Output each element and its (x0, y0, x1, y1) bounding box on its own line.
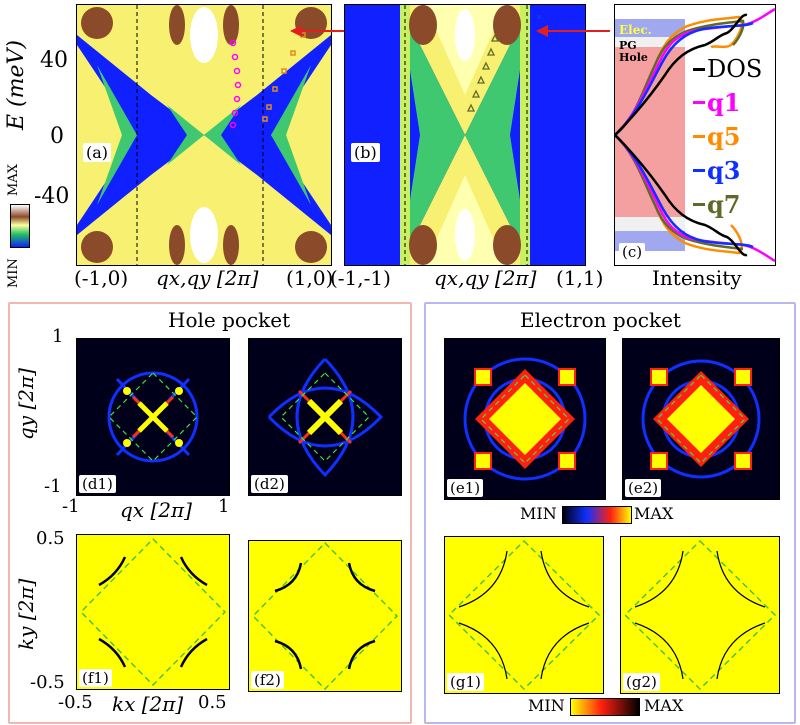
qx-tick-right: 1 (218, 496, 230, 517)
band-label-hole: Hole (619, 51, 648, 64)
colorbar-max-label: MAX (6, 164, 21, 196)
electron-pocket-title: Electron pocket (520, 308, 681, 332)
legend-item-q7: q7 (693, 187, 773, 221)
band-label-pg: PG (619, 39, 637, 52)
panel-g1-spectral-map: (g1) (444, 536, 604, 694)
ky-tick-bottom: -0.5 (30, 672, 65, 693)
a-x-left: (-1,0) (74, 266, 129, 290)
legend-label: q1 (707, 87, 741, 117)
kx-tick-left: -0.5 (58, 692, 93, 713)
panel-g2-tag: (g2) (623, 673, 660, 691)
b-x-mid: qx,qy [2π] (434, 266, 537, 290)
panel-c-tag: (c) (619, 243, 646, 261)
cbar2-min-label: MIN (528, 696, 565, 715)
panel-a-tag: (a) (83, 143, 112, 162)
qx-label: qx [2π] (120, 498, 192, 522)
legend: DOS q1 q5 q3 q7 (693, 53, 773, 221)
panel-d2-qpi-map: (d2) (248, 338, 402, 496)
panel-e2-qpi-map: (e2) (622, 338, 780, 500)
panel-f1-spectral-map: (f1) (76, 534, 230, 690)
legend-swatch (693, 168, 705, 172)
electron-pocket-frame (424, 302, 796, 724)
panel-g1-tag: (g1) (447, 673, 484, 691)
legend-swatch (693, 134, 705, 138)
qy-tick-bottom: -1 (44, 476, 62, 497)
y-tick-neg40: -40 (34, 184, 70, 209)
b-x-left: (-1,-1) (330, 266, 391, 290)
legend-swatch (693, 100, 705, 104)
legend-item-q1: q1 (693, 85, 773, 119)
panel-d2-tag: (d2) (251, 475, 288, 493)
panel-b-tag: (b) (351, 143, 380, 162)
legend-label: q3 (707, 155, 741, 185)
qx-tick-left: -1 (62, 496, 80, 517)
intensity-colorbar (10, 204, 30, 248)
y-tick-0: 0 (50, 124, 64, 149)
y-axis-label: E (meV) (4, 40, 29, 130)
cbar1-min-label: MIN (520, 504, 557, 523)
ky-tick-top: 0.5 (36, 528, 65, 549)
legend-label: q7 (707, 189, 741, 219)
a-x-right: (1,0) (286, 266, 334, 290)
panel-e1-qpi-map: (e1) (444, 338, 606, 500)
panel-b-spectral-map: (b) (344, 4, 586, 266)
cbar1 (562, 506, 632, 524)
hole-pocket-title: Hole pocket (168, 308, 291, 332)
arrow-icon-2 (536, 25, 610, 37)
cbar2-max-label: MAX (644, 696, 684, 715)
panel-g2-spectral-map: (g2) (620, 536, 780, 694)
band-label-elec: Elec. (619, 23, 652, 37)
legend-swatch (693, 67, 705, 71)
c-x-label: Intensity (652, 266, 742, 290)
panel-f2-tag: (f2) (251, 671, 284, 689)
qy-tick-top: 1 (52, 326, 64, 347)
qy-label: qy [2π] (14, 368, 38, 440)
panel-a-spectral-map: (a) (76, 4, 332, 266)
panel-d1-qpi-map: (d1) (76, 338, 230, 496)
panel-e2-tag: (e2) (625, 479, 662, 497)
legend-label: q5 (707, 121, 741, 151)
cbar2 (570, 698, 640, 716)
colorbar-min-label: MIN (6, 258, 21, 288)
hole-pocket-frame (8, 302, 412, 724)
kx-tick-right: 0.5 (198, 692, 227, 713)
legend-item-q5: q5 (693, 119, 773, 153)
kx-label: kx [2π] (112, 692, 184, 716)
panel-c-dos-plot: Elec. PG Hole DOS q1 q5 q3 q7 (c) (614, 4, 776, 266)
panel-d1-tag: (d1) (79, 475, 116, 493)
legend-item-q3: q3 (693, 153, 773, 187)
panel-f1-tag: (f1) (79, 669, 112, 687)
cbar1-max-label: MAX (634, 504, 674, 523)
legend-swatch (693, 202, 705, 206)
panel-e1-tag: (e1) (447, 479, 484, 497)
ky-label: ky [2π] (14, 578, 38, 650)
b-x-right: (1,1) (556, 266, 604, 290)
a-x-mid: qx,qy [2π] (156, 266, 259, 290)
y-tick-40: 40 (40, 48, 68, 73)
legend-item-dos: DOS (693, 53, 773, 85)
legend-label: DOS (707, 55, 763, 83)
panel-f2-spectral-map: (f2) (248, 540, 402, 692)
